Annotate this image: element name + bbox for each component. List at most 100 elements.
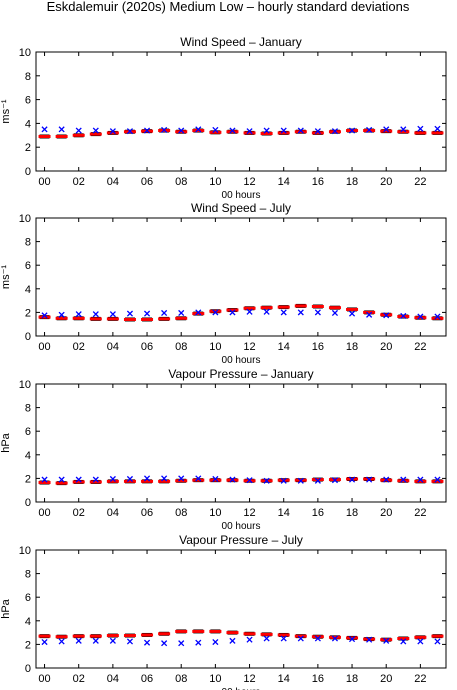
projected-point	[192, 312, 205, 316]
y-tick-label: 6	[25, 95, 31, 107]
projected-point	[311, 305, 324, 308]
observed-point	[195, 309, 202, 316]
observed-point	[331, 477, 339, 484]
projected-point	[38, 315, 51, 319]
observed-point	[366, 476, 373, 483]
observed-point	[246, 308, 253, 315]
x-axis-label: 00 hours	[222, 687, 261, 690]
projected-point	[141, 479, 154, 483]
observed-point	[246, 636, 253, 643]
observed-point	[331, 128, 339, 135]
plot-frame	[35, 383, 447, 503]
chart-title: Wind Speed – July	[191, 201, 291, 215]
projected-point	[209, 130, 222, 134]
observed-point	[331, 309, 339, 317]
y-tick-label: 4	[25, 284, 31, 296]
observed-point	[41, 312, 48, 319]
projected-point	[243, 632, 256, 636]
observed-point	[366, 126, 373, 134]
observed-point	[75, 311, 82, 318]
x-tick-label: 08	[175, 507, 187, 519]
projected-point	[226, 308, 239, 312]
y-tick-label: 0	[25, 663, 31, 675]
y-axis-label: hPa	[0, 598, 12, 618]
x-tick-label: 00	[38, 673, 50, 685]
observed-point	[126, 638, 134, 645]
observed-point	[178, 640, 185, 647]
observed-point	[195, 639, 202, 646]
projected-point	[311, 635, 324, 639]
x-tick-label: 16	[312, 176, 324, 188]
observed-point	[246, 128, 253, 135]
projected-point	[311, 131, 324, 135]
x-tick-label: 12	[243, 341, 255, 353]
x-tick-label: 22	[414, 341, 426, 353]
observed-point	[314, 477, 321, 484]
projected-point	[55, 635, 68, 639]
projected-point	[72, 480, 85, 484]
observed-point	[263, 635, 270, 642]
observed-point	[92, 311, 99, 318]
observed-point	[348, 310, 356, 317]
y-tick-label: 10	[19, 545, 31, 557]
projected-point	[346, 636, 359, 640]
x-tick-label: 08	[175, 176, 187, 188]
y-tick-label: 8	[25, 569, 31, 581]
observed-point	[434, 125, 441, 132]
projected-point	[38, 481, 51, 485]
observed-point	[331, 635, 339, 642]
projected-point	[363, 310, 376, 314]
x-tick-label: 04	[107, 176, 119, 188]
observed-point	[161, 126, 168, 134]
projected-point	[431, 634, 444, 638]
observed-point	[400, 638, 407, 645]
projected-point	[277, 305, 290, 309]
observed-point	[383, 126, 390, 133]
observed-point	[348, 127, 356, 134]
projected-point	[277, 633, 290, 637]
projected-point	[72, 133, 85, 137]
observed-point	[280, 477, 287, 484]
x-tick-label: 06	[141, 176, 153, 188]
observed-point	[161, 640, 168, 647]
observed-point	[212, 475, 219, 483]
y-axis-label: ms⁻¹	[0, 265, 12, 289]
x-tick-label: 20	[380, 176, 392, 188]
projected-point	[55, 316, 68, 320]
projected-point	[72, 634, 85, 638]
x-tick-label: 10	[209, 507, 221, 519]
observed-point	[280, 127, 287, 134]
observed-point	[366, 311, 373, 318]
x-tick-label: 06	[141, 341, 153, 353]
x-tick-label: 12	[243, 176, 255, 188]
projected-point	[414, 131, 427, 135]
projected-point	[106, 131, 119, 135]
y-tick-label: 2	[25, 639, 31, 651]
observed-point	[400, 126, 407, 133]
observed-point	[92, 127, 99, 134]
observed-point	[143, 127, 151, 134]
y-tick-label: 4	[25, 450, 31, 462]
y-axis-label: hPa	[0, 432, 12, 452]
observed-point	[212, 126, 219, 134]
y-tick-label: 0	[25, 331, 31, 343]
projected-point	[175, 479, 188, 483]
observed-point	[58, 476, 65, 483]
observed-point	[229, 127, 236, 134]
observed-point	[417, 125, 424, 132]
figure-title: Eskdalemuir (2020s) Medium Low – hourly …	[47, 0, 410, 14]
projected-point	[431, 131, 444, 135]
x-tick-label: 18	[346, 176, 358, 188]
y-tick-label: 8	[25, 71, 31, 83]
observed-point	[348, 636, 356, 643]
projected-point	[192, 478, 205, 482]
projected-point	[175, 629, 188, 633]
x-tick-label: 00	[38, 341, 50, 353]
projected-point	[209, 309, 222, 313]
y-tick-label: 4	[25, 616, 31, 628]
observed-point	[75, 637, 82, 644]
x-axis-label: 00 hours	[222, 190, 261, 201]
y-tick-label: 2	[25, 142, 31, 154]
observed-point	[400, 476, 407, 483]
